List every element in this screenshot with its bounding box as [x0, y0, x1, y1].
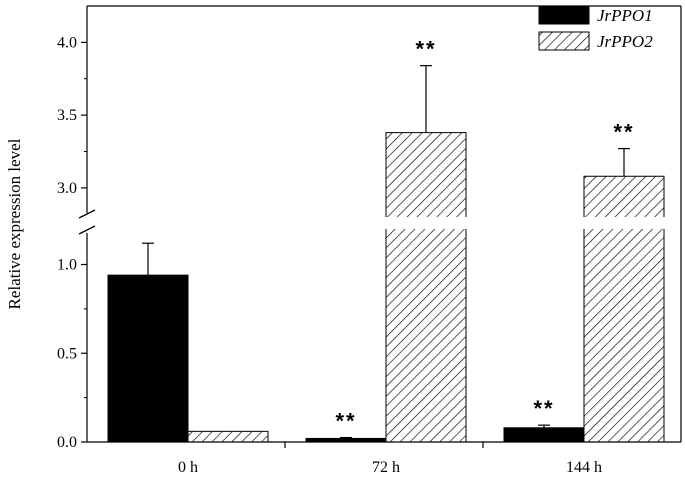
legend-label-JrPPO1: JrPPO1 [597, 6, 653, 25]
x-tick-label: 72 h [372, 459, 400, 476]
axis-break-mark [78, 225, 96, 235]
significance-bg [522, 396, 566, 421]
y-tick-label: 3.0 [57, 180, 77, 197]
bar-JrPPO1-144h [503, 427, 585, 443]
bar-JrPPO2-0h [187, 430, 269, 443]
axis-break-mark [78, 209, 96, 219]
bar-JrPPO2-72h [385, 132, 467, 443]
significance-label-JrPPO1-144h: ** [533, 396, 554, 421]
legend-swatch-JrPPO2 [538, 31, 590, 51]
legend-label-JrPPO2: JrPPO2 [597, 32, 653, 51]
bar-JrPPO2-144h [583, 175, 665, 443]
y-axis-title: Relative expression level [5, 138, 24, 309]
y-tick-label: 1.0 [57, 257, 77, 274]
significance-label-JrPPO2-72h: ** [415, 37, 436, 62]
significance-bg [324, 408, 368, 433]
axis-break-gap [88, 217, 681, 229]
y-tick-label: 4.0 [57, 34, 77, 51]
significance-label-JrPPO2-144h: ** [613, 120, 634, 145]
significance-bg [602, 119, 646, 144]
significance-bg [404, 36, 448, 61]
bar-JrPPO1-0h [107, 274, 189, 443]
x-tick-label: 0 h [178, 459, 198, 476]
x-tick-label: 144 h [566, 459, 602, 476]
y-tick-label: 3.5 [57, 107, 77, 124]
y-tick-label: 0.0 [57, 434, 77, 451]
legend-swatch-JrPPO1 [538, 5, 590, 25]
significance-label-JrPPO1-72h: ** [335, 409, 356, 434]
y-tick-label: 0.5 [57, 345, 77, 362]
